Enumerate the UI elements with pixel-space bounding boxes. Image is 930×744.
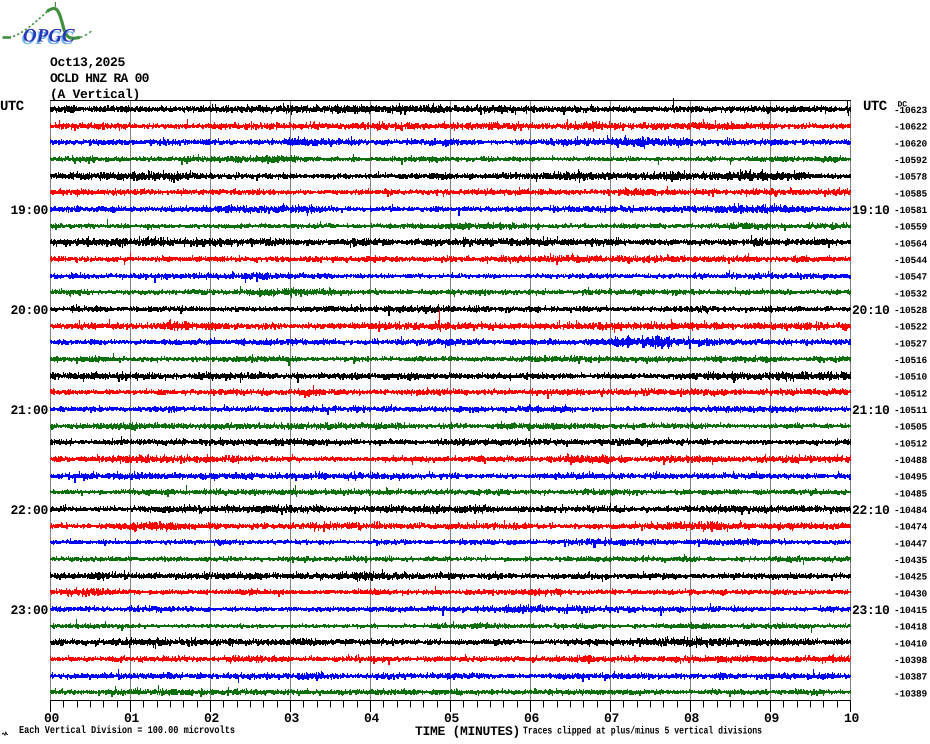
svg-text:OPGC: OPGC (23, 26, 75, 47)
svg-text:-10559: -10559 (894, 222, 928, 233)
svg-text:-10425: -10425 (894, 572, 928, 583)
svg-text:-10622: -10622 (894, 122, 928, 133)
svg-text:DC: DC (898, 101, 908, 110)
svg-text:UTC: UTC (863, 99, 888, 115)
svg-text:08: 08 (684, 711, 700, 726)
svg-text:04: 04 (364, 711, 380, 726)
svg-text:Each Vertical Division = 100.: Each Vertical Division = 100.00 microvol… (19, 725, 235, 737)
svg-text:-10418: -10418 (894, 622, 928, 633)
svg-text:-10511: -10511 (894, 405, 928, 416)
svg-text:-10430: -10430 (894, 588, 928, 599)
svg-text:-10547: -10547 (894, 272, 928, 283)
svg-text:-10435: -10435 (894, 555, 928, 566)
svg-text:-10544: -10544 (894, 255, 928, 266)
svg-text:-10623: -10623 (894, 105, 928, 116)
svg-text:-10532: -10532 (894, 288, 928, 299)
svg-text:03: 03 (284, 711, 300, 726)
svg-text:TIME (MINUTES): TIME (MINUTES) (415, 724, 520, 739)
svg-text:UTC: UTC (0, 99, 25, 115)
svg-text:22:10: 22:10 (852, 503, 890, 518)
svg-text:-10527: -10527 (894, 338, 928, 349)
svg-text:19:00: 19:00 (10, 203, 48, 218)
svg-text:-10585: -10585 (894, 188, 928, 199)
svg-text:-10398: -10398 (894, 655, 928, 666)
svg-text:23:10: 23:10 (852, 603, 890, 618)
svg-text:-10495: -10495 (894, 472, 928, 483)
svg-text:19:10: 19:10 (852, 203, 890, 218)
svg-text:Oct13,2025: Oct13,2025 (50, 55, 126, 70)
svg-text:-10592: -10592 (894, 155, 928, 166)
svg-text:20:10: 20:10 (852, 303, 890, 318)
svg-text:-10488: -10488 (894, 455, 928, 466)
svg-text:-10389: -10389 (894, 688, 928, 699)
svg-text:-10447: -10447 (894, 538, 928, 549)
svg-text:-10415: -10415 (894, 605, 928, 616)
svg-text:-10512: -10512 (894, 438, 928, 449)
svg-text:10: 10 (844, 711, 860, 726)
svg-text:-10564: -10564 (894, 238, 928, 249)
svg-text:20:00: 20:00 (10, 303, 48, 318)
svg-text:-10512: -10512 (894, 388, 928, 399)
svg-text:-10581: -10581 (894, 205, 928, 216)
svg-text:OPGC: OPGC (22, 28, 74, 49)
svg-text:-10505: -10505 (894, 422, 928, 433)
svg-text:-10528: -10528 (894, 305, 928, 316)
svg-text:-10484: -10484 (894, 505, 928, 516)
svg-text:02: 02 (204, 711, 220, 726)
svg-text:01: 01 (124, 711, 140, 726)
svg-text:-10516: -10516 (894, 355, 928, 366)
svg-text:-10522: -10522 (894, 322, 928, 333)
svg-text:22:00: 22:00 (10, 503, 48, 518)
svg-text:21:00: 21:00 (10, 403, 48, 418)
svg-text:-10620: -10620 (894, 138, 928, 149)
svg-text:09: 09 (764, 711, 780, 726)
svg-text:23:00: 23:00 (10, 603, 48, 618)
svg-text:-10474: -10474 (894, 522, 928, 533)
svg-text:-10410: -10410 (894, 638, 928, 649)
svg-text:OCLD HNZ RA 00: OCLD HNZ RA 00 (50, 71, 150, 86)
svg-text:21:10: 21:10 (852, 403, 890, 418)
svg-text:05: 05 (444, 711, 460, 726)
svg-text:-10510: -10510 (894, 372, 928, 383)
svg-text:00: 00 (44, 711, 60, 726)
svg-text:06: 06 (524, 711, 540, 726)
svg-text:Traces clipped at plus/minus 5: Traces clipped at plus/minus 5 vertical … (523, 726, 762, 738)
svg-text:-10485: -10485 (894, 488, 928, 499)
svg-text:(A Vertical): (A Vertical) (50, 87, 140, 102)
svg-text:-10578: -10578 (894, 172, 928, 183)
svg-text:07: 07 (604, 711, 619, 726)
svg-text:-10387: -10387 (894, 672, 928, 683)
